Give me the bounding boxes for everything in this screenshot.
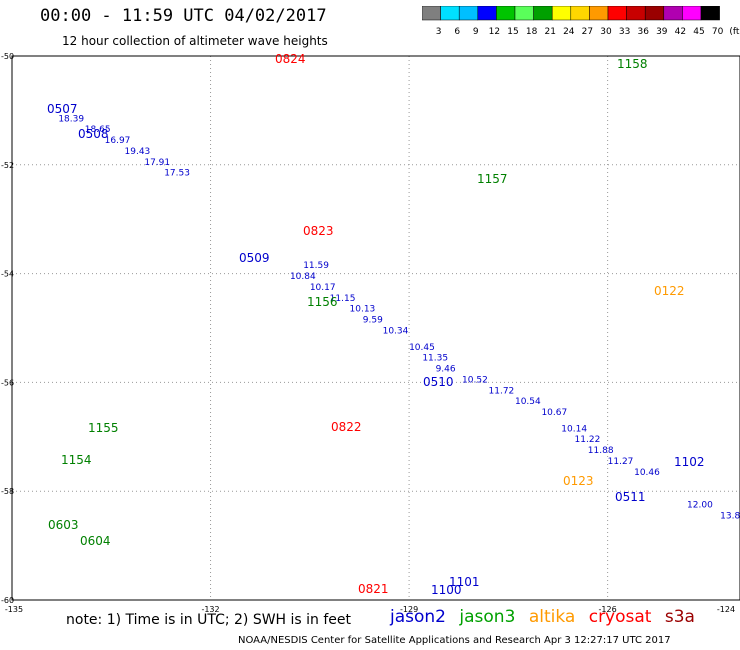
swh-value: 10.84	[290, 272, 316, 282]
y-tick-label: -58	[1, 487, 14, 496]
legend-jason3: jason3	[459, 607, 516, 627]
colorbar-label: 36	[637, 27, 649, 37]
swh-value: 10.34	[383, 326, 409, 336]
colorbar-label: 30	[600, 27, 612, 37]
swh-value: 11.27	[608, 457, 634, 467]
colorbar-label: 45	[693, 27, 704, 37]
swh-value: 10.46	[634, 468, 660, 478]
chart-title: 00:00 - 11:59 UTC 04/02/2017	[40, 6, 327, 26]
pass-time-label: 0823	[303, 224, 334, 238]
swh-value: 12.00	[687, 501, 713, 511]
swh-value: 18.39	[58, 114, 84, 124]
pass-time-label: 1100	[431, 583, 462, 597]
swh-value: 9.59	[363, 316, 383, 326]
pass-time-label: 0511	[615, 490, 646, 504]
colorbar-label: 15	[507, 27, 518, 37]
pass-time-label: 0821	[358, 582, 389, 596]
colorbar-label: 21	[544, 27, 555, 37]
pass-time-label: 0123	[563, 474, 594, 488]
y-tick-label: -56	[1, 378, 14, 387]
swh-value: 10.14	[561, 424, 587, 434]
swh-value: 17.53	[164, 169, 190, 179]
x-tick-label: -132	[201, 605, 219, 614]
y-tick-label: -60	[1, 596, 14, 605]
pass-time-label: 1102	[674, 455, 705, 469]
swh-value: 11.35	[422, 354, 448, 364]
swh-value: 11.72	[489, 386, 515, 396]
pass-time-label: 0122	[654, 284, 685, 298]
swh-value: 10.13	[350, 305, 376, 315]
credit-line: NOAA/NESDIS Center for Satellite Applica…	[238, 635, 671, 646]
pass-time-label: 1155	[88, 421, 119, 435]
swh-value: 11.88	[588, 446, 614, 456]
pass-time-label: 0507	[47, 102, 78, 116]
x-tick-label: -135	[5, 605, 23, 614]
y-tick-label: -52	[1, 161, 14, 170]
colorbar-label: 27	[582, 27, 593, 37]
y-tick-label: -54	[1, 270, 14, 279]
pass-time-label: 1154	[61, 453, 92, 467]
plot-frame	[11, 55, 740, 601]
swh-value: 17.91	[144, 158, 170, 168]
pass-time-label: 1157	[477, 172, 508, 186]
colorbar-label: 70	[712, 27, 724, 37]
swh-value: 11.59	[303, 261, 329, 271]
swh-value: 11.22	[575, 435, 601, 445]
swh-value: 11.15	[330, 294, 356, 304]
pass-time-label: 1158	[617, 57, 648, 71]
x-tick-label: -124	[717, 605, 735, 614]
satellite-legend: jason2 jason3 altika cryosat s3a	[390, 607, 703, 627]
swh-value: 19.43	[125, 147, 151, 157]
colorbar-label: 33	[619, 27, 630, 37]
y-tick-label: -50	[1, 52, 14, 61]
swh-value: 18.65	[85, 125, 111, 135]
colorbar-label: 12	[489, 27, 500, 37]
legend-jason2: jason2	[390, 607, 446, 627]
colorbar-label: 9	[473, 27, 479, 37]
legend-altika: altika	[528, 607, 576, 627]
colorbar-label: 18	[526, 27, 538, 37]
colorbar-label: 3	[436, 27, 442, 37]
swh-value: 13.81	[720, 511, 740, 521]
swh-value: 10.54	[515, 397, 541, 407]
swh-value: 10.17	[310, 283, 336, 293]
swh-value: 10.67	[541, 408, 567, 418]
colorbar-label: 39	[656, 27, 668, 37]
colorbar-label: 42	[675, 27, 686, 37]
chart-subtitle: 12 hour collection of altimeter wave hei…	[62, 34, 328, 48]
x-tick-label: -126	[599, 605, 617, 614]
pass-time-label: 0508	[78, 127, 109, 141]
footer-note: note: 1) Time is in UTC; 2) SWH is in fe…	[66, 612, 352, 628]
legend-s3a: s3a	[664, 607, 695, 627]
pass-time-label: 1156	[307, 295, 338, 309]
x-tick-label: -129	[400, 605, 418, 614]
pass-time-label: 1101	[449, 575, 480, 589]
grid-lines	[12, 56, 740, 600]
swh-value: 9.46	[436, 365, 456, 375]
pass-time-label: 0509	[239, 251, 270, 265]
pass-time-label: 0822	[331, 420, 362, 434]
colorbar-label: (ft)	[729, 27, 740, 37]
colorbar-swatch	[700, 6, 720, 21]
swh-value: 16.97	[105, 136, 131, 146]
swh-value: 10.52	[462, 375, 488, 385]
legend-cryosat: cryosat	[588, 607, 652, 627]
pass-time-label: 0603	[48, 518, 79, 532]
pass-time-label: 0604	[80, 534, 111, 548]
pass-time-label: 0824	[275, 52, 306, 66]
pass-time-label: 0510	[423, 375, 454, 389]
colorbar-label: 24	[563, 27, 575, 37]
colorbar-label: 6	[454, 27, 460, 37]
swh-value: 10.45	[409, 343, 435, 353]
